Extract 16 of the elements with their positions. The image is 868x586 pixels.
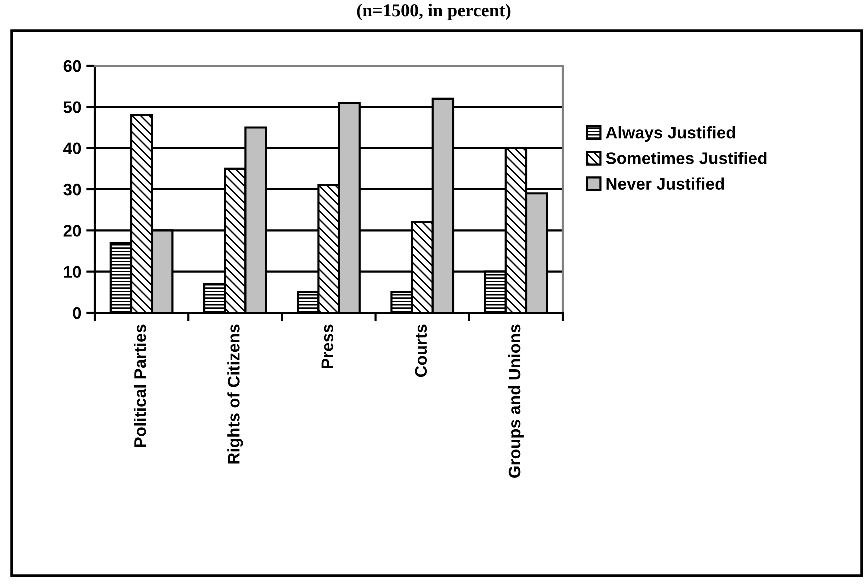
x-tick-label: Press [322, 324, 334, 368]
chart-title: (n=1500, in percent) [357, 4, 511, 20]
y-tick-label: 40 [64, 142, 82, 155]
y-tick-label: 30 [64, 184, 82, 196]
x-tick-label: Rights of Citizens [228, 324, 244, 464]
y-tick-label: 50 [64, 102, 82, 114]
y-tick-label: 10 [64, 266, 82, 278]
y-tick-label: 0 [73, 307, 82, 320]
x-tick-label: Courts [415, 324, 428, 378]
x-tick-label: Groups and Unions [508, 324, 524, 478]
legend-label: Always Justified [606, 126, 736, 142]
y-tick-label: 20 [64, 225, 82, 237]
x-tick-label: Political Parties [134, 324, 146, 448]
y-tick-label: 60 [64, 60, 82, 72]
legend-label: Never Justified [606, 178, 724, 190]
legend-label: Sometimes Justified [606, 152, 767, 164]
